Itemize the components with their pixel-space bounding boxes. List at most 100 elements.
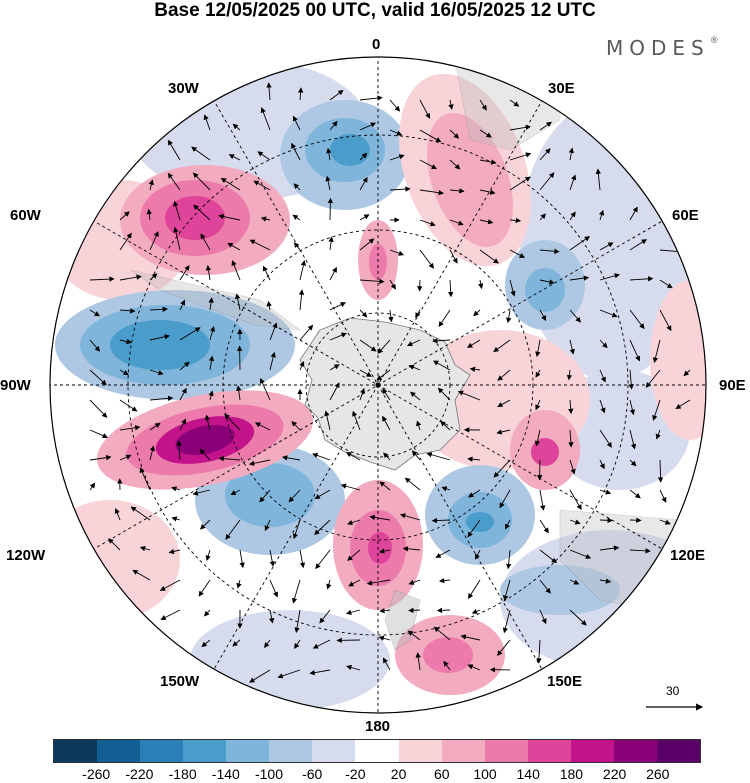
colorbar-tick-label: 260 xyxy=(646,766,670,782)
wind-vector xyxy=(569,174,577,191)
wind-vector xyxy=(399,513,421,521)
wind-vector xyxy=(389,129,403,136)
wind-vector xyxy=(443,660,451,671)
lon-label-60w: 60W xyxy=(10,207,41,224)
wind-vector xyxy=(419,219,436,227)
wind-vector xyxy=(469,366,481,372)
wind-vector xyxy=(89,482,96,491)
wind-vector xyxy=(266,82,272,101)
colorbar-cell xyxy=(398,740,442,762)
wind-vector xyxy=(460,634,481,641)
wind-vector xyxy=(119,399,138,412)
wind-vector xyxy=(173,226,181,251)
wind-vector xyxy=(539,148,551,161)
wind-vector xyxy=(277,669,301,679)
wind-vector xyxy=(266,300,272,311)
wind-vector xyxy=(201,639,211,648)
wind-vector xyxy=(314,489,331,500)
wind-vector xyxy=(629,206,638,221)
wind-vector xyxy=(534,429,541,447)
wind-vector xyxy=(199,519,211,530)
wind-vector xyxy=(149,231,159,251)
wind-vector xyxy=(659,309,672,332)
wind-vector xyxy=(209,326,216,341)
colorbar-cell xyxy=(355,740,399,762)
wind-vector xyxy=(159,579,181,591)
wind-vector xyxy=(449,129,460,139)
wind-vector xyxy=(359,387,366,401)
wind-vector xyxy=(236,385,242,401)
wind-vector xyxy=(208,355,215,371)
wind-vector xyxy=(249,669,271,683)
wind-vector xyxy=(505,309,512,324)
wind-vector xyxy=(497,399,511,408)
wind-vector xyxy=(569,489,582,511)
wind-vector xyxy=(315,549,331,570)
wind-vector xyxy=(419,159,437,170)
wind-vector xyxy=(281,455,301,461)
wind-vector xyxy=(326,579,332,590)
wind-vector xyxy=(254,422,271,431)
wind-vector xyxy=(599,517,613,524)
wind-vector xyxy=(200,233,211,251)
anomaly-field xyxy=(50,57,706,713)
colorbar-cell xyxy=(613,740,657,762)
lon-label-120w: 120W xyxy=(6,547,46,564)
wind-vector xyxy=(377,339,391,354)
wind-vector xyxy=(441,486,451,492)
wind-vector xyxy=(329,364,340,371)
wind-vector xyxy=(179,264,190,281)
wind-vector xyxy=(628,369,634,390)
wind-vector xyxy=(292,214,301,221)
wind-vector xyxy=(416,420,422,431)
wind-vector xyxy=(569,579,580,585)
colorbar-tick-label: 180 xyxy=(559,766,584,782)
wind-vector xyxy=(432,338,451,344)
lon-label-180: 180 xyxy=(365,718,391,735)
wind-vector xyxy=(346,664,361,671)
wind-vector xyxy=(89,276,115,282)
wind-vector xyxy=(675,399,691,409)
wind-vector xyxy=(449,249,458,264)
wind-vector xyxy=(294,609,301,633)
wind-vector xyxy=(192,172,211,191)
wind-vector xyxy=(149,395,174,402)
wind-vector xyxy=(269,579,278,598)
wind-vector xyxy=(629,489,641,499)
wind-vector xyxy=(119,338,132,345)
wind-vector xyxy=(176,440,182,461)
wind-vector xyxy=(497,369,511,381)
wind-vector xyxy=(89,454,112,461)
wind-vector xyxy=(119,369,129,376)
wind-vector xyxy=(199,448,211,461)
wind-vector xyxy=(595,168,602,191)
wind-vector xyxy=(599,545,620,551)
wind-vector xyxy=(366,579,391,586)
colorbar-cell xyxy=(140,740,184,762)
wind-vector xyxy=(419,129,442,143)
wind-vector xyxy=(359,95,383,101)
wind-vector xyxy=(479,129,492,138)
wind-vector xyxy=(426,452,451,461)
wind-vector xyxy=(347,519,361,526)
wind-vector xyxy=(329,266,337,281)
wind-vector xyxy=(203,609,211,617)
wind-vector xyxy=(629,399,635,416)
wind-vector xyxy=(269,549,275,567)
wind-vector xyxy=(149,422,161,431)
wind-vector xyxy=(193,204,211,221)
wind-vector xyxy=(569,459,576,475)
wind-vector xyxy=(479,159,497,165)
wind-vector xyxy=(218,455,241,462)
wind-vector xyxy=(309,669,331,676)
wind-vector xyxy=(659,519,671,525)
wind-vector xyxy=(389,279,396,290)
wind-vector xyxy=(569,236,591,251)
wind-vector xyxy=(179,418,187,431)
wind-vector xyxy=(449,219,464,226)
wind-vector xyxy=(312,639,331,649)
wind-vector xyxy=(228,154,241,161)
wind-vector xyxy=(471,608,481,614)
wind-vector xyxy=(383,452,391,461)
